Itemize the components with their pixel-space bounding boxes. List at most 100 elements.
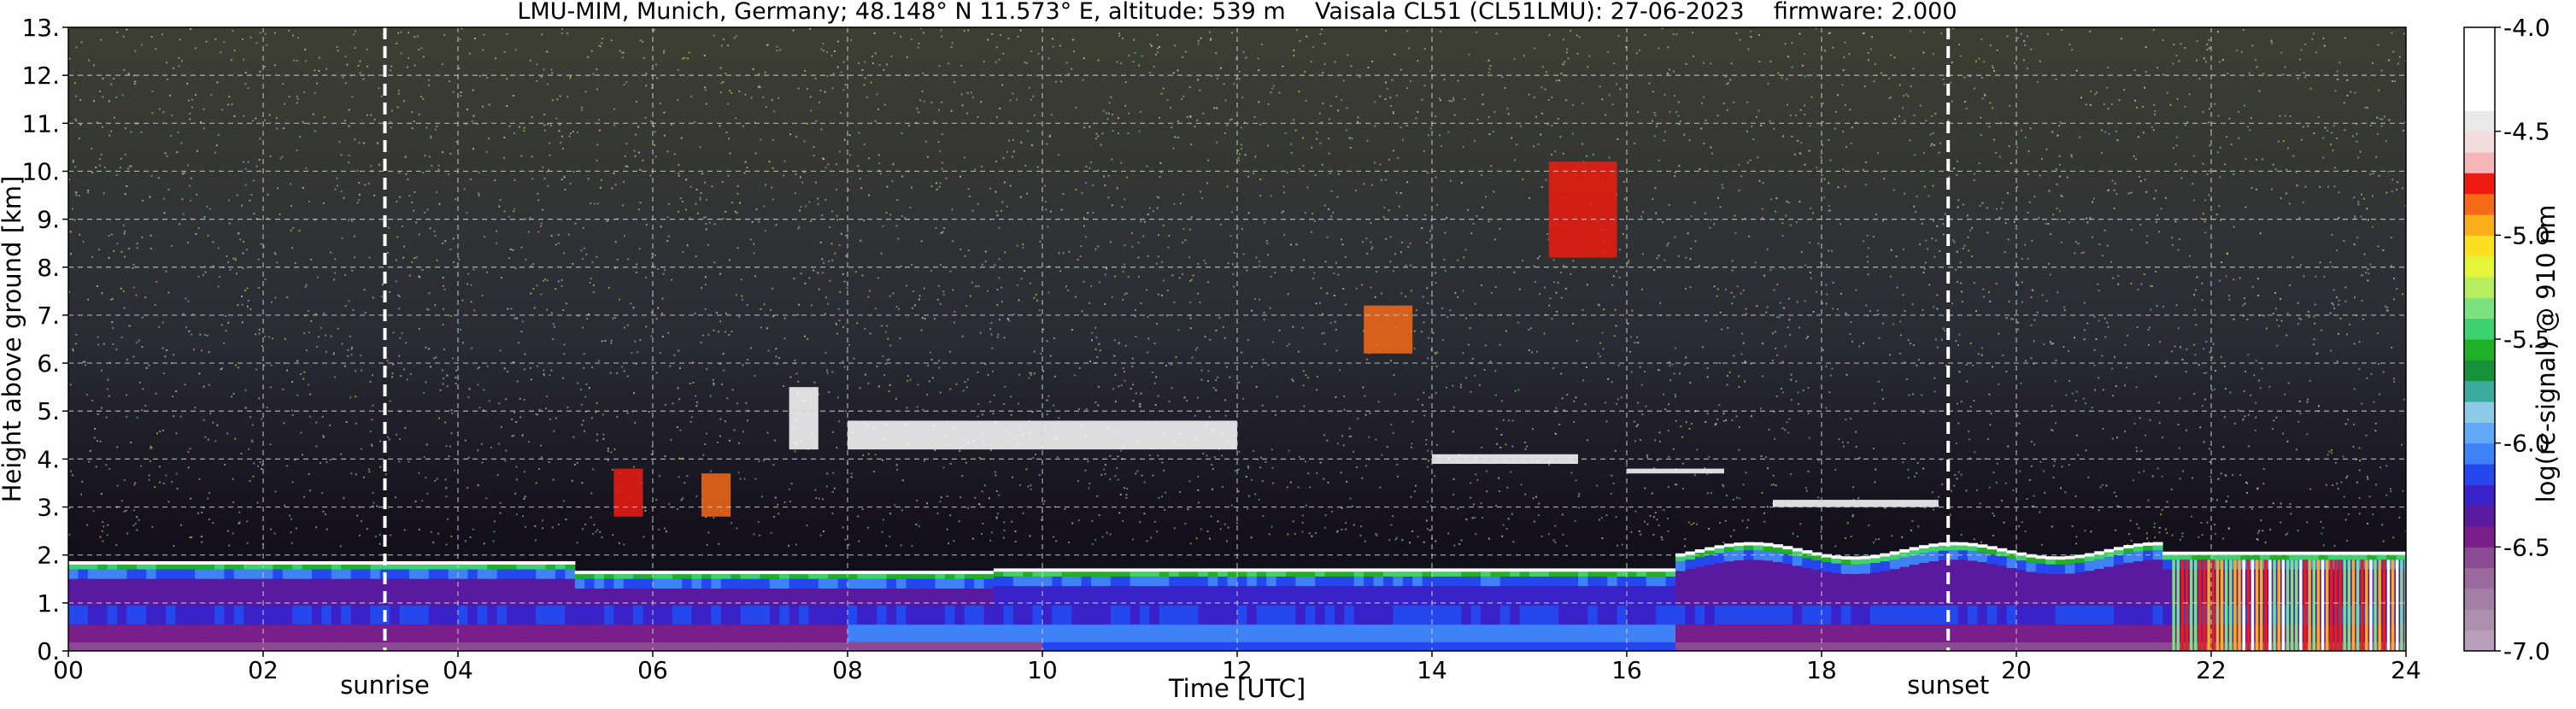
cloud-feature	[701, 473, 731, 517]
precipitation-streak	[2278, 560, 2280, 651]
colorbar-segment	[2464, 506, 2495, 527]
x-tick-label: 24	[2391, 656, 2421, 684]
heatmap-column	[1257, 568, 1267, 651]
y-tick-label: 11.	[21, 109, 60, 138]
heatmap-column	[478, 561, 488, 651]
y-tick-label: 12.	[21, 62, 60, 90]
heatmap-column	[1549, 568, 1559, 651]
heatmap-column	[1120, 568, 1130, 651]
precipitation-streak	[2308, 560, 2310, 651]
heatmap-column	[1558, 568, 1569, 651]
heatmap-column	[555, 561, 566, 651]
heatmap-column	[409, 561, 420, 651]
colorbar-segment	[2464, 319, 2495, 340]
colorbar-segment	[2464, 443, 2495, 465]
heatmap-column	[906, 571, 916, 651]
heatmap-column	[1617, 568, 1628, 651]
heatmap-column	[400, 561, 410, 651]
heatmap-column	[1393, 568, 1403, 651]
heatmap-column	[234, 561, 244, 651]
heatmap-column	[487, 561, 497, 651]
heatmap-column	[838, 571, 848, 651]
x-tick-label: 14	[1417, 656, 1447, 684]
precipitation-streak	[2225, 560, 2227, 651]
heatmap-column	[516, 561, 526, 651]
heatmap-column	[497, 561, 508, 651]
heatmap-column	[1705, 548, 1715, 651]
y-tick-label: 3.	[37, 494, 60, 522]
y-tick-label: 2.	[37, 542, 60, 570]
sunrise-marker-label: sunrise	[340, 671, 430, 700]
heatmap-column	[332, 561, 342, 651]
heatmap-column	[2007, 550, 2017, 651]
heatmap-column	[205, 561, 215, 651]
colorbar-segment	[2464, 194, 2495, 215]
heatmap-column	[741, 571, 751, 651]
precipitation-streak	[2338, 560, 2341, 651]
heatmap-column	[546, 561, 556, 651]
heatmap-column	[936, 571, 946, 651]
heatmap-column	[1306, 568, 1316, 651]
heatmap-column	[507, 561, 517, 651]
y-tick-label: 6.	[37, 349, 60, 378]
precipitation-streak	[2260, 560, 2262, 651]
colorbar-segment	[2464, 630, 2495, 652]
precipitation-streak	[2348, 560, 2350, 651]
heatmap-column	[1023, 568, 1033, 651]
heatmap-column	[1744, 542, 1754, 651]
y-tick-label: 4.	[37, 445, 60, 473]
heatmap-column	[361, 561, 371, 651]
heatmap-column	[1851, 556, 1861, 651]
precipitation-streak	[2383, 560, 2385, 651]
heatmap-column	[965, 571, 975, 651]
heatmap-column	[1578, 568, 1588, 651]
x-tick-label: 10	[1027, 656, 1058, 684]
heatmap-column	[1500, 568, 1511, 651]
heatmap-column	[721, 571, 731, 651]
cloud-feature	[1364, 306, 1412, 354]
heatmap-column	[584, 571, 595, 651]
heatmap-column	[565, 561, 575, 651]
heatmap-column	[595, 571, 605, 651]
heatmap-column	[137, 561, 147, 651]
heatmap-column	[954, 571, 965, 651]
precipitation-streak	[2286, 560, 2289, 651]
heatmap-column	[263, 561, 273, 651]
colorbar-segment	[2464, 339, 2495, 360]
precipitation-streak	[2194, 560, 2197, 651]
heatmap-column	[1052, 568, 1062, 651]
heatmap-column	[1812, 553, 1822, 651]
heatmap-column	[643, 571, 654, 651]
cloud-feature	[1549, 161, 1617, 257]
heatmap-column	[925, 571, 936, 651]
colorbar-tick-label: -4.0	[2503, 14, 2550, 42]
heatmap-column	[1403, 568, 1413, 651]
y-axis-label: Height above ground [km]	[0, 176, 26, 503]
heatmap-column	[1111, 568, 1121, 651]
heatmap-column	[1208, 568, 1218, 651]
heatmap-column	[1461, 568, 1471, 651]
heatmap-column	[984, 571, 995, 651]
heatmap-column	[1295, 568, 1306, 651]
heatmap-column	[819, 571, 829, 651]
heatmap-column	[1685, 552, 1695, 651]
heatmap-column	[1062, 568, 1072, 651]
heatmap-column	[1481, 568, 1491, 651]
precipitation-streak	[2343, 560, 2345, 651]
precipitation-streak	[2203, 560, 2205, 651]
precipitation-streak	[2330, 560, 2332, 651]
heatmap-column	[750, 571, 760, 651]
heatmap-column	[1276, 568, 1287, 651]
heatmap-column	[1266, 568, 1276, 651]
colorbar-segment	[2464, 110, 2495, 132]
heatmap-column	[78, 561, 88, 651]
cloud-feature	[613, 469, 643, 517]
heatmap-column	[1539, 568, 1549, 651]
heatmap-column	[1724, 543, 1734, 651]
heatmap-column	[1100, 568, 1111, 651]
heatmap-column	[1003, 568, 1013, 651]
heatmap-column	[390, 561, 400, 651]
heatmap-column	[711, 571, 721, 651]
heatmap-column	[1928, 543, 1939, 651]
heatmap-column	[779, 571, 789, 651]
